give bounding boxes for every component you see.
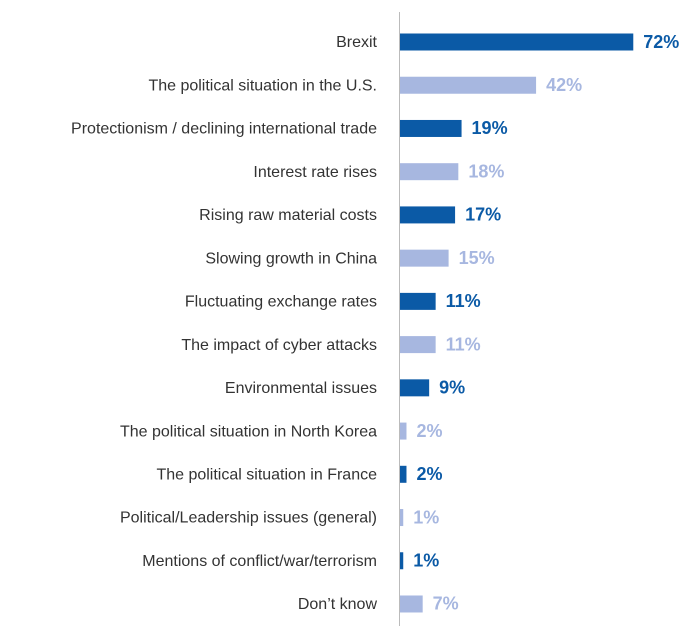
bar <box>400 163 459 181</box>
category-label: Fluctuating exchange rates <box>185 294 377 311</box>
value-label: 2% <box>416 421 442 441</box>
value-label: 17% <box>465 205 501 225</box>
value-label: 7% <box>433 594 459 614</box>
value-label: 11% <box>446 291 481 311</box>
category-label: Brexit <box>336 34 377 51</box>
bar <box>400 509 404 527</box>
value-label: 9% <box>439 378 465 398</box>
category-label: Don’t know <box>298 596 378 613</box>
category-label: Slowing growth in China <box>205 250 377 267</box>
bar <box>400 422 407 440</box>
category-label: The political situation in North Korea <box>120 423 377 440</box>
category-label: Interest rate rises <box>253 164 377 181</box>
bar <box>400 292 436 310</box>
category-label: Political/Leadership issues (general) <box>120 510 377 527</box>
category-label: Rising raw material costs <box>199 207 377 224</box>
category-label: Environmental issues <box>225 380 377 397</box>
category-label: The political situation in the U.S. <box>148 77 377 94</box>
bar <box>400 33 634 51</box>
value-label: 72% <box>643 32 679 52</box>
bar <box>400 76 537 94</box>
value-label: 19% <box>472 118 508 138</box>
bar <box>400 552 404 570</box>
value-label: 1% <box>413 551 439 571</box>
value-label: 11% <box>446 334 481 354</box>
bar <box>400 119 462 137</box>
value-label: 18% <box>468 161 504 181</box>
category-label: Protectionism / declining international … <box>71 121 377 138</box>
category-label: Mentions of conflict/war/terrorism <box>142 553 377 570</box>
bar <box>400 206 456 224</box>
value-label: 15% <box>459 248 495 268</box>
bar <box>400 595 423 613</box>
bar <box>400 336 436 354</box>
value-label: 1% <box>413 507 439 527</box>
category-label: The impact of cyber attacks <box>181 337 377 354</box>
bar <box>400 249 449 267</box>
value-label: 2% <box>416 464 442 484</box>
value-label: 42% <box>546 75 582 95</box>
bar <box>400 379 430 397</box>
bar <box>400 465 407 483</box>
category-label: The political situation in France <box>156 467 377 484</box>
